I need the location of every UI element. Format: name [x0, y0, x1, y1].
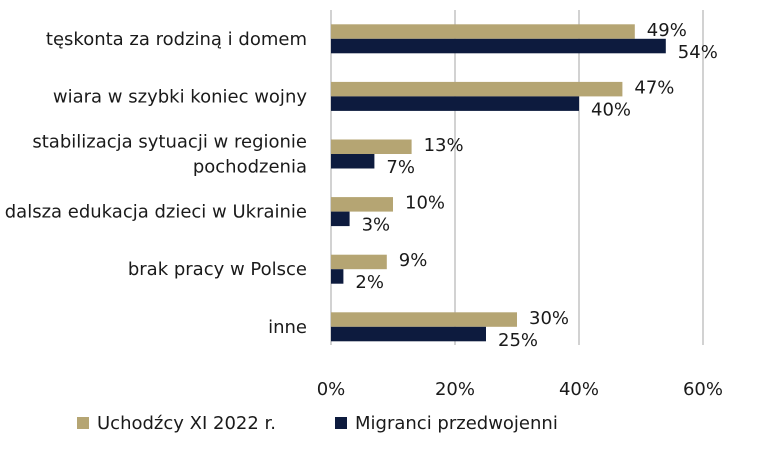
bar-migranci [331, 326, 486, 342]
bar-migranci [331, 38, 666, 54]
bar-migranci [331, 154, 375, 169]
bar-migranci [331, 96, 579, 111]
bar-uchodzcy [331, 197, 393, 212]
x-tick-label: 60% [683, 379, 723, 400]
category-label: dalsza edukacja dzieci w Ukrainie [5, 202, 307, 223]
bar-uchodzcy [331, 81, 623, 97]
data-label: 13% [424, 135, 464, 156]
data-label: 10% [405, 193, 445, 214]
category-label: stabilizacja sytuacji w regionie [32, 132, 307, 153]
x-tick-label: 0% [317, 379, 346, 400]
data-label: 54% [678, 42, 718, 63]
data-label: 2% [355, 272, 384, 293]
data-label: 49% [647, 20, 687, 41]
data-label: 7% [386, 157, 415, 178]
category-label: brak pracy w Polsce [128, 259, 307, 280]
data-label: 3% [362, 215, 391, 236]
x-tick-label: 20% [435, 379, 475, 400]
bar-migranci [331, 269, 344, 284]
category-label: tęskonta za rodziną i domem [46, 29, 307, 50]
data-label: 30% [529, 308, 569, 329]
legend-label: Migranci przedwojenni [355, 413, 558, 434]
legend-swatch [335, 417, 347, 429]
bar-uchodzcy [331, 24, 635, 39]
category-label: wiara w szybki koniec wojny [53, 86, 307, 107]
data-label: 9% [399, 250, 428, 271]
bar-migranci [331, 211, 350, 227]
bar-uchodzcy [331, 139, 412, 154]
legend-label: Uchodźcy XI 2022 r. [97, 413, 276, 434]
legend-swatch [77, 417, 89, 429]
category-label: inne [268, 317, 307, 338]
bar-uchodzcy [331, 312, 517, 327]
category-label: pochodzenia [193, 157, 307, 178]
data-label: 25% [498, 330, 538, 351]
bar-uchodzcy [331, 254, 387, 270]
data-label: 40% [591, 99, 631, 120]
data-label: 47% [634, 77, 674, 98]
x-tick-label: 40% [559, 379, 599, 400]
